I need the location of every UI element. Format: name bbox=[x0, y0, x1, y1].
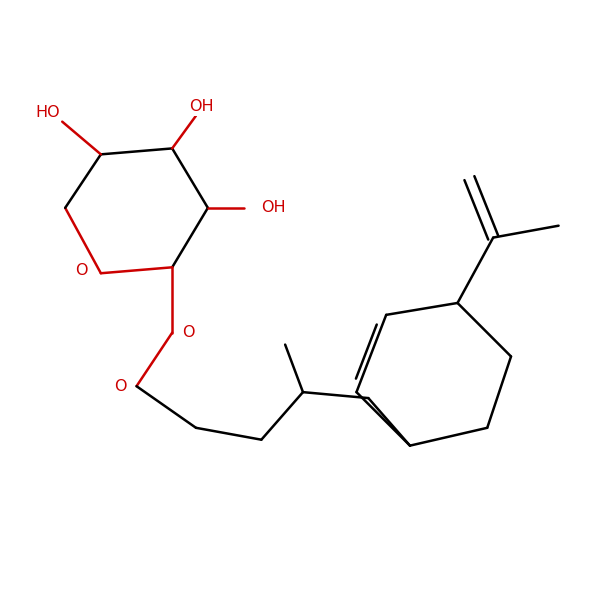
Text: O: O bbox=[113, 379, 126, 394]
Text: O: O bbox=[76, 263, 88, 278]
Text: O: O bbox=[182, 325, 195, 340]
Text: OH: OH bbox=[262, 200, 286, 215]
Text: HO: HO bbox=[35, 105, 59, 120]
Text: OH: OH bbox=[190, 100, 214, 115]
